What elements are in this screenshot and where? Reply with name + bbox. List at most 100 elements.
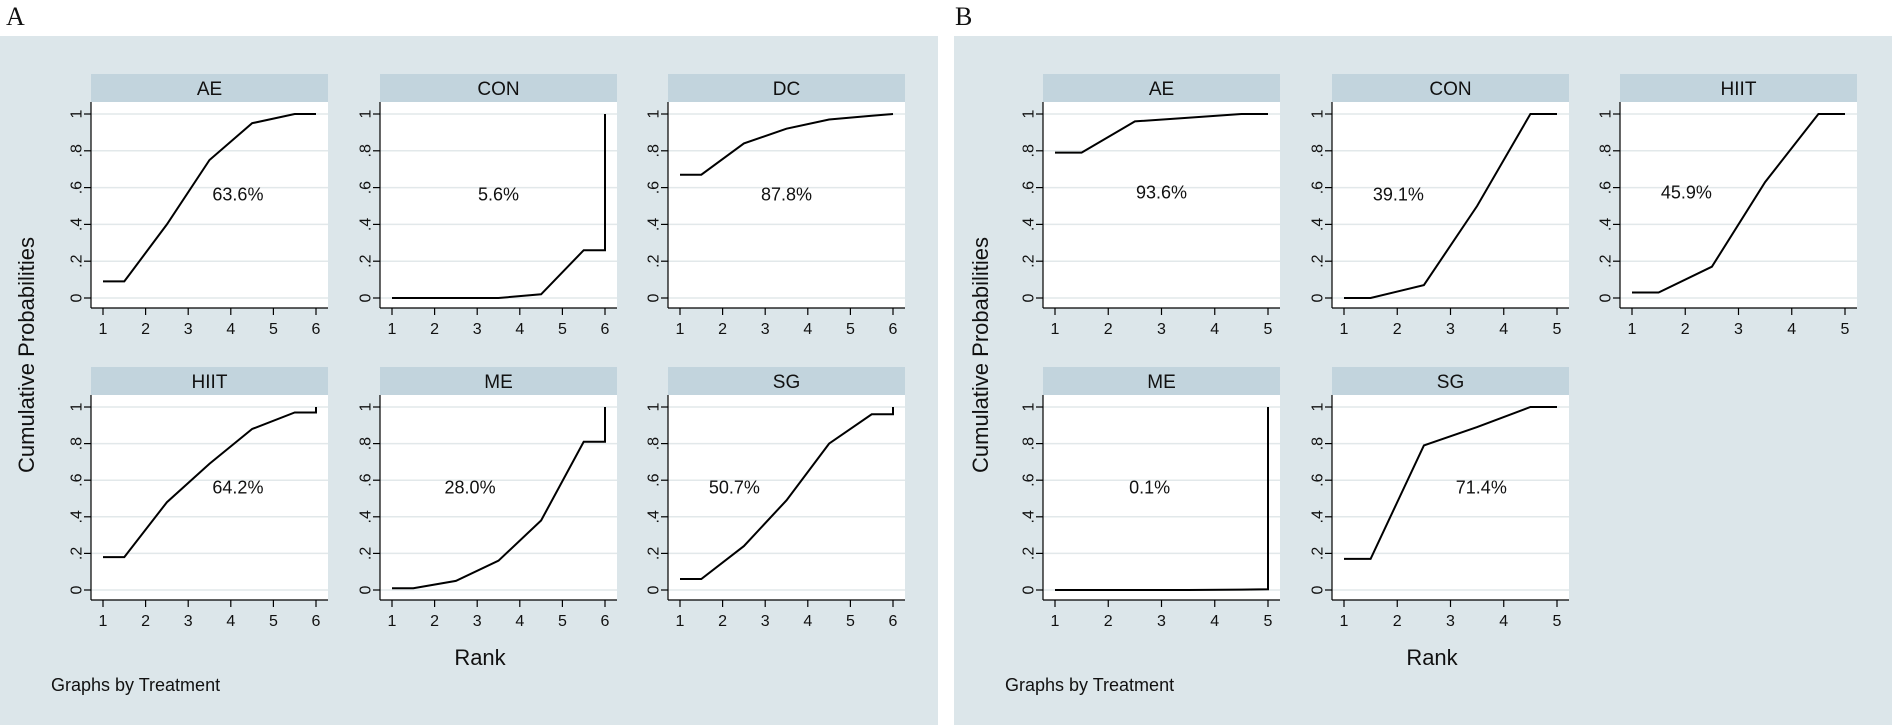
y-tick-label: 1 bbox=[358, 402, 375, 411]
y-tick-label: .2 bbox=[358, 547, 375, 560]
y-tick-label: .8 bbox=[1598, 144, 1615, 157]
x-tick-label: 3 bbox=[1734, 321, 1743, 338]
y-tick-label: 0 bbox=[1310, 293, 1327, 302]
y-tick-label: .6 bbox=[1021, 181, 1038, 194]
x-tick-label: 1 bbox=[388, 613, 397, 630]
sucra-value: 39.1% bbox=[1373, 185, 1424, 205]
y-tick-label: .8 bbox=[358, 437, 375, 450]
x-tick-label: 5 bbox=[1841, 321, 1850, 338]
x-tick-label: 3 bbox=[473, 321, 482, 338]
facet-SG: SG 0 .2 .4 .6 .8 1 1 2 3 4 5 6 50.7% bbox=[646, 367, 905, 630]
y-tick-label: .4 bbox=[646, 510, 663, 523]
x-tick-label: 5 bbox=[1553, 321, 1562, 338]
y-tick-label: .4 bbox=[1310, 510, 1327, 523]
x-tick-label: 2 bbox=[718, 321, 727, 338]
x-tick-label: 5 bbox=[558, 613, 567, 630]
sucra-value: 64.2% bbox=[212, 477, 263, 497]
cumulative-curve bbox=[1344, 113, 1557, 299]
x-tick-label: 4 bbox=[1210, 321, 1219, 338]
y-tick-label: .6 bbox=[358, 473, 375, 486]
facet-AE: AE 0 .2 .4 .6 .8 1 1 2 3 4 5 6 63.6% bbox=[69, 74, 328, 338]
x-axis-title: Rank bbox=[1406, 645, 1458, 670]
cumulative-curve bbox=[1344, 406, 1557, 560]
facet-strip bbox=[91, 367, 328, 395]
caption-note: Graphs by Treatment bbox=[51, 675, 220, 695]
y-axis-title: Cumulative Probabilities bbox=[968, 237, 993, 473]
y-tick-label: 1 bbox=[1310, 402, 1327, 411]
cumulative-curve bbox=[392, 407, 606, 590]
x-tick-label: 4 bbox=[515, 321, 524, 338]
y-tick-label: 1 bbox=[1021, 402, 1038, 411]
plot-area bbox=[668, 395, 905, 600]
x-tick-label: 1 bbox=[676, 321, 685, 338]
y-tick-label: .4 bbox=[69, 510, 86, 523]
y-tick-label: .4 bbox=[69, 218, 86, 231]
y-tick-label: .2 bbox=[69, 254, 86, 267]
plot-area bbox=[668, 102, 905, 308]
caption-note: Graphs by Treatment bbox=[1005, 675, 1174, 695]
sucra-value: 50.7% bbox=[709, 477, 760, 497]
x-tick-label: 4 bbox=[226, 321, 235, 338]
facet-strip bbox=[380, 367, 617, 395]
y-tick-label: .2 bbox=[1598, 254, 1615, 267]
y-tick-label: 1 bbox=[1310, 109, 1327, 118]
x-tick-label: 1 bbox=[1628, 321, 1637, 338]
y-tick-label: .6 bbox=[1598, 181, 1615, 194]
sucra-value: 5.6% bbox=[478, 185, 519, 205]
y-tick-label: 0 bbox=[646, 585, 663, 594]
x-tick-label: 6 bbox=[312, 321, 321, 338]
x-tick-label: 5 bbox=[1264, 613, 1273, 630]
facet-title: HIIT bbox=[1721, 79, 1757, 100]
facet-title: SG bbox=[1437, 372, 1464, 393]
facet-strip bbox=[1332, 74, 1569, 102]
y-tick-label: .8 bbox=[69, 437, 86, 450]
y-tick-label: 0 bbox=[646, 293, 663, 302]
x-tick-label: 4 bbox=[1210, 613, 1219, 630]
x-tick-label: 5 bbox=[269, 321, 278, 338]
plot-area bbox=[1043, 102, 1280, 308]
y-tick-label: .6 bbox=[358, 181, 375, 194]
x-tick-label: 1 bbox=[1051, 613, 1060, 630]
cumulative-curve bbox=[680, 113, 894, 176]
x-tick-label: 5 bbox=[846, 321, 855, 338]
sucra-value: 0.1% bbox=[1129, 477, 1170, 497]
x-tick-label: 6 bbox=[889, 321, 898, 338]
y-tick-label: .8 bbox=[646, 437, 663, 450]
y-tick-label: .8 bbox=[1310, 144, 1327, 157]
y-tick-label: 1 bbox=[358, 109, 375, 118]
x-tick-label: 6 bbox=[312, 613, 321, 630]
y-tick-label: 0 bbox=[1598, 293, 1615, 302]
x-tick-label: 2 bbox=[430, 321, 439, 338]
facet-strip bbox=[1332, 367, 1569, 395]
y-tick-label: 1 bbox=[1021, 109, 1038, 118]
y-tick-label: .2 bbox=[646, 254, 663, 267]
x-tick-label: 1 bbox=[99, 321, 108, 338]
x-tick-label: 1 bbox=[1340, 321, 1349, 338]
cumulative-curve bbox=[103, 113, 316, 283]
y-tick-label: 0 bbox=[69, 585, 86, 594]
cumulative-curve bbox=[1055, 113, 1268, 154]
y-tick-label: 1 bbox=[646, 402, 663, 411]
facet-strip bbox=[1043, 74, 1280, 102]
facet-title: CON bbox=[1429, 79, 1471, 100]
y-tick-label: 1 bbox=[646, 109, 663, 118]
x-tick-label: 2 bbox=[1393, 321, 1402, 338]
x-tick-label: 3 bbox=[1157, 321, 1166, 338]
facet-DC: DC 0 .2 .4 .6 .8 1 1 2 3 4 5 6 87.8% bbox=[646, 74, 905, 338]
y-tick-label: .2 bbox=[1021, 254, 1038, 267]
x-tick-label: 2 bbox=[1104, 321, 1113, 338]
x-tick-label: 4 bbox=[1499, 613, 1508, 630]
x-tick-label: 3 bbox=[184, 613, 193, 630]
y-tick-label: .8 bbox=[1310, 437, 1327, 450]
x-tick-label: 1 bbox=[1051, 321, 1060, 338]
x-tick-label: 4 bbox=[1787, 321, 1796, 338]
y-tick-label: .6 bbox=[1310, 181, 1327, 194]
facet-strip bbox=[91, 74, 328, 102]
y-tick-label: 0 bbox=[358, 585, 375, 594]
sucra-value: 45.9% bbox=[1661, 183, 1712, 203]
x-tick-label: 5 bbox=[846, 613, 855, 630]
x-tick-label: 2 bbox=[141, 321, 150, 338]
x-tick-label: 1 bbox=[676, 613, 685, 630]
x-tick-label: 3 bbox=[761, 613, 770, 630]
y-tick-label: .4 bbox=[1310, 218, 1327, 231]
